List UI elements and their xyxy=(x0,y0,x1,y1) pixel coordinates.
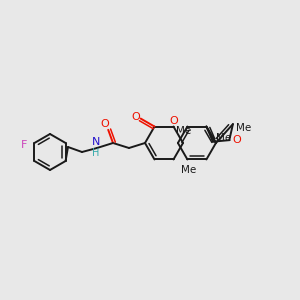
Text: Me: Me xyxy=(181,166,196,176)
Text: F: F xyxy=(21,140,28,150)
Text: Me: Me xyxy=(236,123,252,133)
Text: N: N xyxy=(92,137,100,147)
Text: Me: Me xyxy=(216,133,232,143)
Text: O: O xyxy=(169,116,178,125)
Text: O: O xyxy=(131,112,140,122)
Text: Me: Me xyxy=(176,126,192,136)
Text: O: O xyxy=(232,135,241,145)
Text: O: O xyxy=(101,119,110,129)
Text: H: H xyxy=(92,148,100,158)
